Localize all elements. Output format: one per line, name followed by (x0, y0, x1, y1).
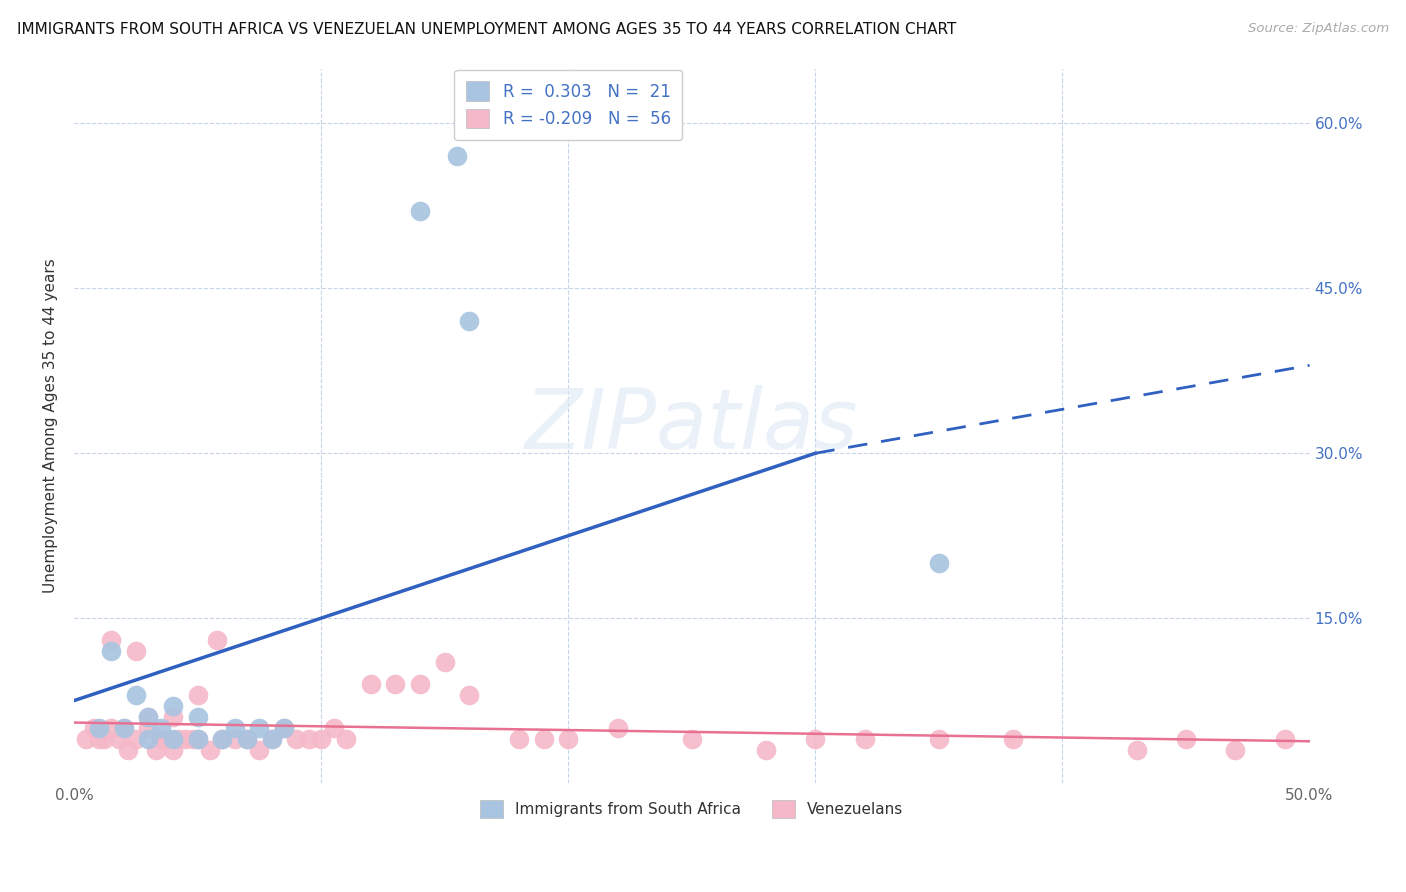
Point (557, 732, 579, 747)
Text: ZIPatlas: ZIPatlas (524, 385, 859, 467)
Point (162, 732, 184, 747)
Point (458, 314, 481, 328)
Point (247, 721, 270, 735)
Point (928, 556, 950, 570)
Point (162, 743, 184, 757)
Point (100, 644, 122, 658)
Point (100, 633, 122, 648)
Legend: Immigrants from South Africa, Venezuelans: Immigrants from South Africa, Venezuelan… (472, 792, 911, 825)
Point (167, 732, 190, 747)
Point (928, 732, 950, 747)
Point (75, 732, 97, 747)
Point (273, 721, 295, 735)
Point (187, 732, 209, 747)
Point (285, 732, 308, 747)
Point (162, 699, 184, 714)
Point (112, 721, 135, 735)
Point (149, 732, 172, 747)
Point (409, 204, 432, 219)
Point (1001, 732, 1024, 747)
Point (211, 732, 233, 747)
Point (149, 721, 172, 735)
Point (87, 732, 110, 747)
Point (224, 721, 246, 735)
Text: Source: ZipAtlas.com: Source: ZipAtlas.com (1249, 22, 1389, 36)
Point (236, 732, 259, 747)
Point (83, 721, 105, 735)
Point (187, 732, 209, 747)
Point (804, 732, 827, 747)
Point (87, 721, 110, 735)
Text: IMMIGRANTS FROM SOUTH AFRICA VS VENEZUELAN UNEMPLOYMENT AMONG AGES 35 TO 44 YEAR: IMMIGRANTS FROM SOUTH AFRICA VS VENEZUEL… (17, 22, 956, 37)
Point (1225, 743, 1247, 757)
Point (145, 743, 167, 757)
Point (107, 732, 129, 747)
Point (322, 721, 344, 735)
Point (360, 677, 382, 691)
Point (1274, 732, 1296, 747)
Point (93, 732, 115, 747)
Point (112, 721, 135, 735)
Point (1125, 743, 1147, 757)
Point (433, 655, 456, 669)
Point (100, 721, 122, 735)
Point (335, 732, 357, 747)
Point (136, 732, 159, 747)
Point (174, 732, 197, 747)
Point (117, 743, 139, 757)
Point (125, 688, 148, 702)
Point (260, 732, 283, 747)
Point (446, 149, 468, 163)
Point (149, 732, 172, 747)
Point (224, 732, 246, 747)
Point (136, 710, 159, 724)
Point (211, 732, 233, 747)
Point (156, 732, 179, 747)
Point (273, 721, 295, 735)
Point (187, 688, 209, 702)
Point (1175, 732, 1198, 747)
Point (125, 644, 148, 658)
Point (207, 633, 229, 648)
Point (853, 732, 876, 747)
Point (198, 743, 221, 757)
Point (136, 710, 159, 724)
Point (298, 732, 321, 747)
Point (409, 677, 432, 691)
Point (236, 732, 259, 747)
Point (181, 732, 204, 747)
Point (458, 688, 481, 702)
Point (309, 732, 332, 747)
Point (681, 732, 703, 747)
Point (187, 710, 209, 724)
Point (162, 710, 184, 724)
Point (125, 732, 148, 747)
Point (136, 721, 159, 735)
Point (755, 743, 778, 757)
Y-axis label: Unemployment Among Ages 35 to 44 years: Unemployment Among Ages 35 to 44 years (44, 259, 58, 593)
Point (533, 732, 555, 747)
Point (247, 743, 270, 757)
Point (508, 732, 530, 747)
Point (384, 677, 406, 691)
Point (260, 732, 283, 747)
Point (606, 721, 628, 735)
